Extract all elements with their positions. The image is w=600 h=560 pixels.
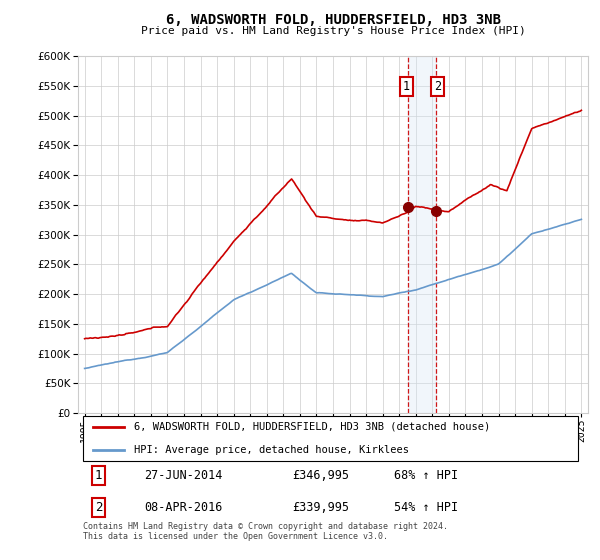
Text: HPI: Average price, detached house, Kirklees: HPI: Average price, detached house, Kirk…	[134, 445, 409, 455]
Text: 1: 1	[95, 469, 102, 482]
Text: Price paid vs. HM Land Registry's House Price Index (HPI): Price paid vs. HM Land Registry's House …	[140, 26, 526, 36]
Text: 68% ↑ HPI: 68% ↑ HPI	[394, 469, 458, 482]
Text: 2: 2	[95, 501, 102, 514]
Text: 27-JUN-2014: 27-JUN-2014	[145, 469, 223, 482]
Text: 08-APR-2016: 08-APR-2016	[145, 501, 223, 514]
Text: £346,995: £346,995	[292, 469, 349, 482]
Text: 1: 1	[403, 81, 410, 94]
Text: £339,995: £339,995	[292, 501, 349, 514]
Text: 54% ↑ HPI: 54% ↑ HPI	[394, 501, 458, 514]
Text: 6, WADSWORTH FOLD, HUDDERSFIELD, HD3 3NB: 6, WADSWORTH FOLD, HUDDERSFIELD, HD3 3NB	[166, 13, 500, 27]
Text: 6, WADSWORTH FOLD, HUDDERSFIELD, HD3 3NB (detached house): 6, WADSWORTH FOLD, HUDDERSFIELD, HD3 3NB…	[134, 422, 490, 432]
FancyBboxPatch shape	[83, 416, 578, 460]
Text: Contains HM Land Registry data © Crown copyright and database right 2024.
This d: Contains HM Land Registry data © Crown c…	[83, 522, 448, 541]
Text: 2: 2	[434, 81, 442, 94]
Bar	[407, 56, 436, 413]
